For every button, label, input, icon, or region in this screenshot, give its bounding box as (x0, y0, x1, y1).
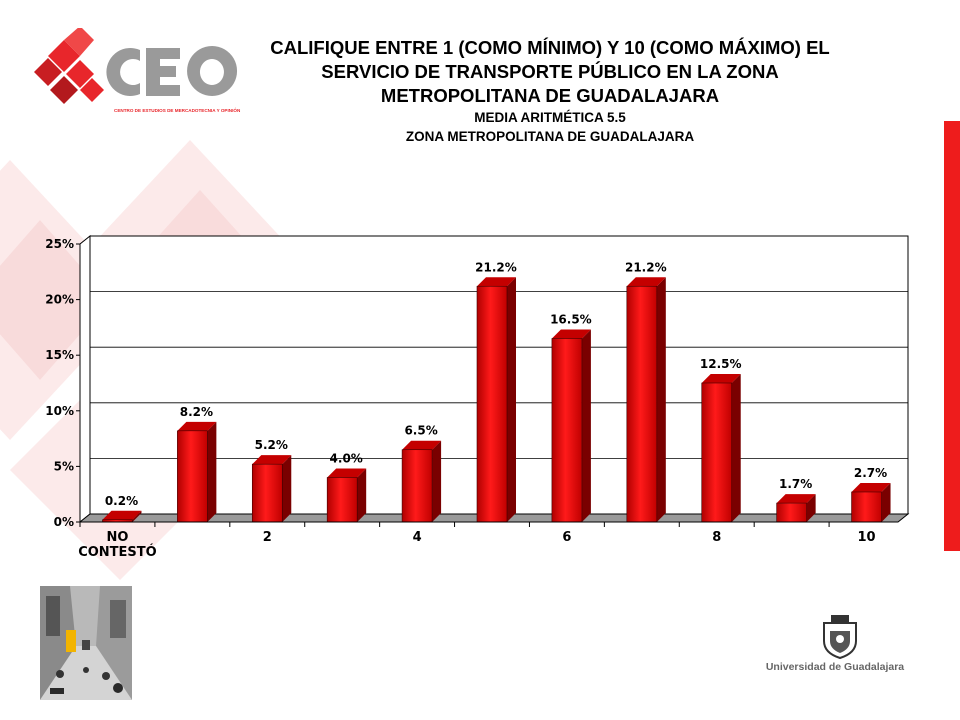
bar-value-label: 16.5% (550, 313, 592, 327)
bar-front (177, 430, 208, 523)
chart-bar (102, 510, 142, 523)
bar-side (806, 494, 816, 522)
university-name: Universidad de Guadalajara (765, 661, 905, 673)
title-line-3: METROPOLITANA DE GUADALAJARA (380, 85, 720, 106)
bar-value-label: 0.2% (105, 494, 138, 508)
x-tick-label: 10 (857, 530, 875, 545)
subtitle-line-1: MEDIA ARITMÉTICA 5.5 (474, 110, 626, 125)
bar-side (656, 277, 666, 522)
bar-top (701, 374, 741, 383)
chart-bar (626, 277, 666, 523)
x-tick-label: 8 (712, 530, 721, 545)
chart-bar (776, 494, 816, 523)
bar-value-label: 2.7% (854, 466, 887, 480)
bar-value-label: 21.2% (625, 260, 667, 274)
bar-front (476, 285, 508, 523)
chart-bar (476, 277, 516, 523)
bar-side (207, 421, 217, 522)
chart-title-block: CALIFIQUE ENTRE 1 (COMO MÍNIMO) Y 10 (CO… (250, 36, 850, 146)
bar-side (282, 455, 292, 522)
bar-top (102, 510, 142, 520)
bar-value-label: 1.7% (779, 477, 812, 491)
street-photo (40, 586, 132, 700)
x-tick-label: 6 (562, 530, 571, 545)
bar-front (251, 463, 283, 523)
university-seal-icon (823, 615, 857, 659)
bar-value-label: 12.5% (700, 357, 742, 371)
ceo-logo: CENTRO DE ESTUDIOS DE MERCADOTECNIA Y OP… (34, 28, 241, 113)
bar-top (477, 277, 516, 287)
bar-side (432, 440, 442, 522)
bar-value-label: 4.0% (330, 452, 363, 466)
bar-top (851, 482, 891, 492)
logo-tagline: CENTRO DE ESTUDIOS DE MERCADOTECNIA Y OP… (114, 106, 241, 113)
bar-top (776, 494, 816, 504)
chart-bar (251, 455, 292, 523)
y-tick-label: 10% (45, 404, 74, 418)
accent-side-bar (944, 121, 960, 551)
chart-bar (401, 440, 442, 523)
logo-diamonds-icon (34, 28, 104, 104)
chart-bar (551, 329, 591, 523)
bar-front (851, 491, 882, 523)
chart-bar (851, 482, 891, 523)
title-line-2: SERVICIO DE TRANSPORTE PÚBLICO EN LA ZON… (321, 61, 779, 82)
bar-top (177, 421, 217, 431)
logo-ceo-letters (106, 46, 238, 96)
bar-front (326, 477, 358, 523)
bar-value-label: 21.2% (475, 260, 517, 274)
bar-front (776, 502, 807, 523)
y-tick-label: 20% (45, 293, 74, 307)
subtitle-line-2: ZONA METROPOLITANA DE GUADALAJARA (405, 129, 695, 144)
y-tick-label: 15% (45, 348, 74, 362)
bar-front (551, 338, 583, 523)
bar-top (252, 455, 292, 465)
bar-side (731, 374, 741, 522)
y-tick-label: 0% (54, 515, 74, 529)
y-tick-label: 5% (54, 459, 74, 473)
bar-side (881, 482, 891, 522)
x-tick-label: 4 (413, 530, 422, 545)
y-tick-label: 25% (45, 237, 74, 251)
bar-top (327, 468, 367, 478)
bar-side (507, 277, 516, 522)
bar-top (626, 277, 666, 287)
chart-bar (177, 421, 217, 523)
bar-chart: 0.2% 8.2% 5.2% 4.0% 6.5% 21.2% 16.5% 21.2% 12.5%… (45, 234, 910, 560)
chart-side-wall (79, 234, 91, 524)
title-line-1: CALIFIQUE ENTRE 1 (COMO MÍNIMO) Y 10 (CO… (270, 37, 830, 58)
x-tick-label: 2 (263, 530, 272, 545)
bar-side (132, 510, 142, 522)
bar-value-label: 8.2% (180, 405, 213, 419)
bar-side (581, 329, 591, 522)
bar-value-label: 5.2% (255, 438, 288, 452)
bar-value-label: 6.5% (404, 424, 437, 438)
bar-top (402, 440, 442, 450)
chart-bar (326, 468, 367, 523)
bar-front (701, 382, 733, 523)
bar-top (551, 329, 591, 339)
bar-front (401, 449, 433, 523)
bar-front (626, 285, 658, 523)
x-tick-label: CONTESTÓ (78, 544, 157, 560)
x-tick-label: NO (106, 530, 128, 545)
chart-bar (701, 374, 741, 523)
bar-side (357, 468, 367, 522)
